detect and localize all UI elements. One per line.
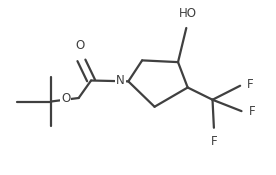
Text: O: O [61,92,70,105]
Text: F: F [248,105,255,118]
Text: F: F [211,135,217,148]
Text: O: O [75,39,85,52]
Text: HO: HO [179,7,197,20]
Text: F: F [247,78,254,91]
Text: N: N [116,74,125,87]
